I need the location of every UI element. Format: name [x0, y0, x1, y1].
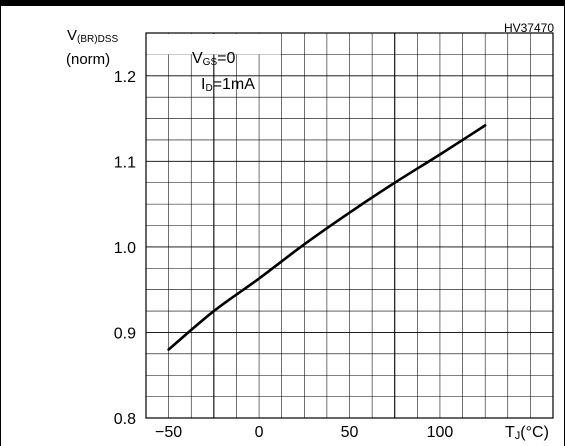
grid-layer: [146, 33, 553, 418]
x-axis-label-main: T: [505, 424, 515, 441]
y-axis-label-main: V: [67, 27, 77, 44]
x-tick-label: −50: [155, 424, 182, 441]
y-axis-label-unit: (norm): [66, 51, 110, 68]
left-border: [0, 0, 1, 446]
condition-sub: GS: [203, 57, 218, 68]
x-axis-label-sub: J: [515, 430, 521, 442]
condition-label: VGS=0: [192, 50, 235, 68]
y-tick-label: 0.8: [114, 411, 136, 428]
condition-main: V: [192, 50, 203, 67]
x-tick-label: 50: [341, 424, 359, 441]
figure-code: HV37470: [504, 21, 554, 35]
conditions-box: [147, 34, 281, 55]
condition-main: I: [201, 76, 205, 93]
y-axis-label: V(BR)DSS: [67, 27, 118, 45]
y-tick-label: 0.9: [114, 325, 136, 342]
x-axis-label-unit: (°C): [520, 424, 549, 441]
top-border-bar: [0, 0, 565, 6]
condition-value: =1mA: [213, 76, 256, 93]
tick-label-layer: 0.8 0.9 1.0 1.1 1.2 −50 0 50 100: [114, 69, 454, 441]
x-tick-label: 0: [255, 424, 264, 441]
series-line: [167, 124, 487, 351]
x-axis-label: TJ(°C): [505, 424, 549, 442]
condition-value: =0: [217, 50, 235, 67]
plot-area-border: [145, 32, 554, 419]
y-axis-label-sub: (BR)DSS: [77, 34, 118, 45]
y-tick-label: 1.1: [114, 154, 136, 171]
conditions-layer: VGS=0 ID=1mA: [192, 50, 255, 94]
x-tick-label: 100: [427, 424, 454, 441]
y-tick-label: 1.2: [114, 69, 136, 86]
condition-label: ID=1mA: [201, 76, 255, 94]
condition-sub: D: [205, 83, 212, 94]
y-tick-label: 1.0: [114, 240, 136, 257]
